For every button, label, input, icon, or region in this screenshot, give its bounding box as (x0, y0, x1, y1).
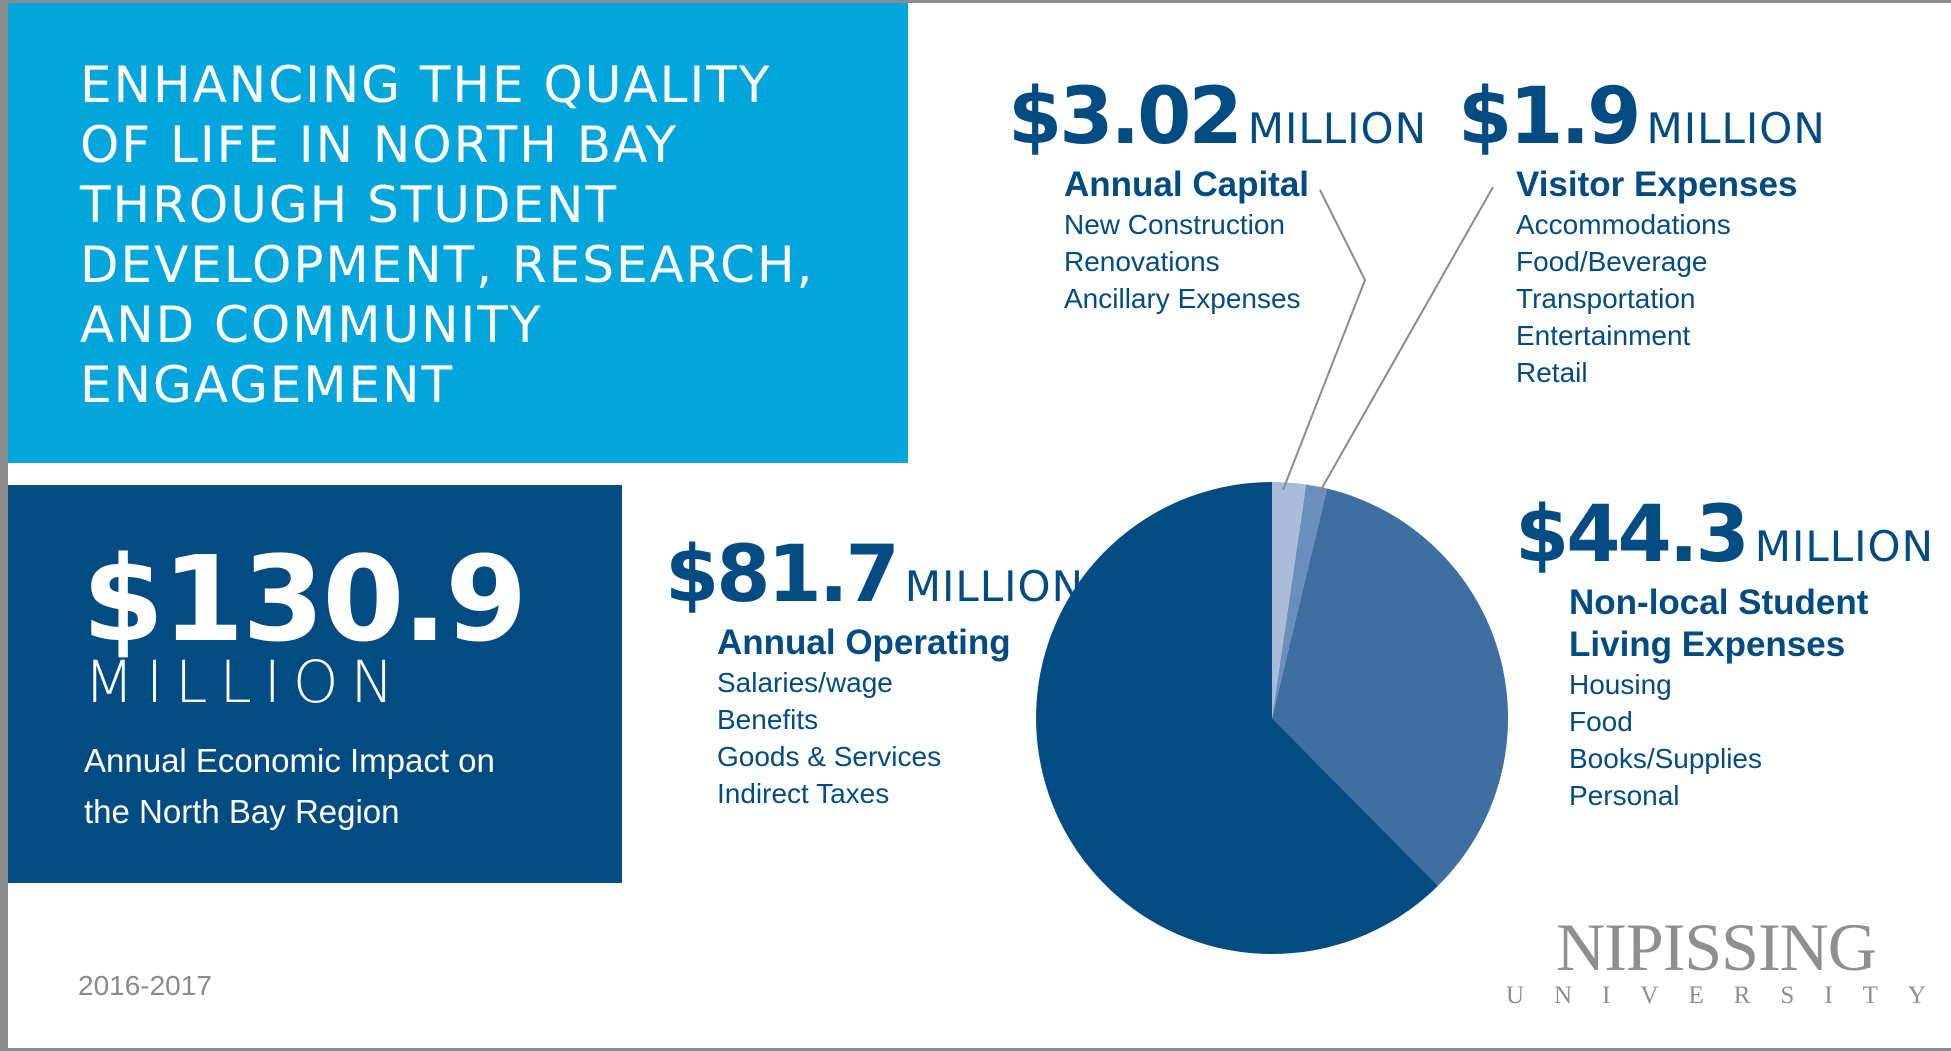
category-operating: $81.7 MILLION Annual Operating Salaries/w… (665, 530, 1084, 812)
headline-line: ENHANCING THE QUALITY (80, 56, 772, 114)
category-item: Transportation (1516, 283, 1696, 314)
category-item: Renovations (1064, 246, 1220, 277)
impact-desc-line: Annual Economic Impact on (84, 742, 495, 779)
category-title: Non-local Student (1569, 583, 1869, 622)
category-unit: MILLION (1646, 104, 1826, 153)
category-item: Accommodations (1516, 209, 1731, 240)
headline: ENHANCING THE QUALITY OF LIFE IN NORTH B… (80, 55, 814, 415)
leader-line-capital (1282, 189, 1367, 491)
headline-panel (8, 3, 908, 463)
impact-panel (8, 485, 622, 883)
category-item: Benefits (717, 704, 819, 735)
category-unit: MILLION (1754, 522, 1935, 571)
logo-subtitle: UNIVERSITY (1506, 982, 1951, 1009)
category-item: Food (1569, 706, 1633, 737)
slice-annual-capital (1272, 482, 1307, 718)
category-item: Salaries/wage (717, 667, 893, 698)
category-amount: $44.3 (1515, 490, 1750, 580)
category-visitor: $1.9 MILLION Visitor Expenses Accommodati… (1458, 72, 1826, 391)
category-title: Living Expenses (1569, 625, 1846, 664)
category-item: Housing (1569, 669, 1672, 700)
category-amount: $3.02 (1008, 72, 1243, 162)
slice-annual-operating (1036, 482, 1438, 954)
year-label: 2016-2017 (78, 970, 212, 1001)
headline-line: AND COMMUNITY (80, 296, 543, 354)
headline-line: THROUGH STUDENT (80, 176, 618, 234)
category-title: Annual Operating (717, 623, 1011, 662)
category-item: Ancillary Expenses (1064, 283, 1301, 314)
category-item: Indirect Taxes (717, 778, 890, 809)
category-item: Personal (1569, 780, 1680, 811)
impact-description: Annual Economic Impact on the North Bay … (84, 735, 495, 837)
leader-line-visitor (1317, 186, 1494, 496)
slice-student-living (1272, 488, 1509, 886)
university-logo: NIPISSING UNIVERSITY (1506, 912, 1926, 1010)
category-item: Entertainment (1516, 320, 1691, 351)
category-title: Annual Capital (1064, 165, 1310, 204)
category-item: New Construction (1064, 209, 1285, 240)
headline-line: OF LIFE IN NORTH BAY (80, 116, 678, 174)
category-title: Visitor Expenses (1516, 165, 1798, 204)
logo-wordmark: NIPISSING (1556, 909, 1877, 985)
category-unit: MILLION (1247, 104, 1428, 153)
category-capital: $3.02 MILLION Annual Capital New Construc… (1008, 72, 1427, 317)
headline-line: DEVELOPMENT, RESEARCH, (80, 236, 815, 294)
category-item: Books/Supplies (1569, 743, 1763, 774)
category-item: Goods & Services (717, 741, 942, 772)
impact-amount: $130.9 (82, 530, 527, 668)
category-item: Food/Beverage (1516, 246, 1708, 277)
category-item: Retail (1516, 357, 1588, 388)
impact-unit: MILLION (84, 648, 406, 716)
impact-desc-line: the North Bay Region (84, 793, 400, 830)
category-student-living: $44.3 MILLION Non-local Student Living Ex… (1515, 490, 1934, 814)
slice-visitor (1272, 484, 1328, 718)
headline-line: ENGAGEMENT (80, 356, 455, 414)
category-unit: MILLION (904, 562, 1085, 611)
category-amount: $81.7 (665, 530, 900, 620)
category-amount: $1.9 (1458, 72, 1641, 162)
